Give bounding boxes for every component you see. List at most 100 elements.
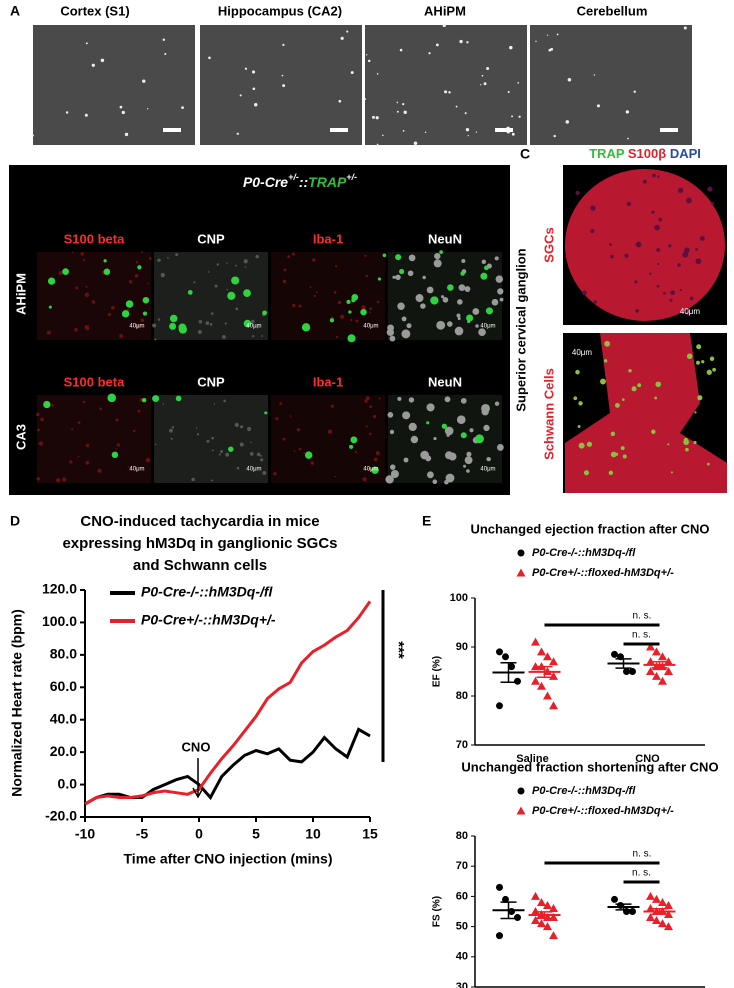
cell [444,90,448,94]
cell [480,272,488,280]
cell [316,291,318,294]
scale-bar [495,128,513,132]
cell [289,415,292,417]
cell [135,324,141,329]
cell [283,268,287,272]
cell [454,326,464,336]
cell [407,270,414,277]
cell [250,441,252,444]
micrograph [37,395,151,483]
cell [103,259,107,263]
cell [382,253,387,258]
point [496,648,503,656]
cell [535,40,537,43]
cell [330,404,335,408]
cell [656,248,661,252]
cell [600,378,606,385]
cell [481,74,484,77]
cell [72,251,74,254]
point [549,657,558,666]
legend-marker [516,806,526,815]
cell [442,297,449,303]
cell [223,399,226,403]
cell [71,428,74,431]
scale-label: 40μm [129,467,144,473]
column-label: Iba-1 [313,374,343,389]
cell [430,296,439,305]
cell [377,277,382,281]
cell [254,103,258,107]
cell [426,286,434,294]
cell [446,433,450,437]
cell [464,286,471,292]
cell [422,275,426,280]
cell [651,210,655,214]
cell [85,460,90,465]
point [646,913,655,922]
cell [169,322,177,330]
cell [642,179,647,184]
cell [208,56,211,60]
cell [162,38,166,41]
cell [293,450,296,453]
x-tick-label: 0 [195,826,203,842]
cell [590,205,596,211]
cell [303,452,306,455]
cell [36,412,40,417]
cell [378,397,381,400]
scale-bar [330,128,348,132]
chart-title: CNO-induced tachycardia in mice [80,513,319,530]
cell [119,334,124,338]
point [543,900,552,909]
scale-label: 40μm [363,324,378,330]
cell [279,402,283,405]
cell [441,295,445,299]
cell [196,433,200,436]
cell [424,131,427,134]
cell [364,399,368,403]
cell [157,258,161,262]
x-axis-label: Time after CNO injection (mins) [124,851,333,867]
cell [487,457,491,461]
cell [84,292,90,298]
point [646,903,655,912]
cell [261,335,263,337]
cell [82,400,86,404]
column-label: CNP [197,231,225,246]
cell [235,264,237,267]
micrograph [154,395,268,483]
cell [481,259,487,265]
error-bar [615,903,632,911]
cell [84,113,88,117]
cell [578,442,585,449]
cell [275,417,279,421]
cell [609,243,612,246]
cell [615,402,620,408]
cell [228,446,234,452]
cell [697,395,703,401]
cell [567,77,572,82]
cell [350,71,354,75]
cell [712,367,717,372]
cell [236,466,240,470]
chart-title: expressing hM3Dq in ganglionic SGCs [62,535,337,552]
cell [181,106,184,109]
cell [160,272,165,278]
error-bar [651,907,668,916]
micrograph [271,395,385,483]
cell [191,477,195,482]
cell [100,58,105,63]
cell [445,473,455,483]
cell [656,284,660,288]
image-title: Hippocampus (CA2) [218,3,342,18]
scale-label: 40μm [246,324,261,330]
cell [85,285,88,288]
cell [310,461,315,465]
cell [444,426,454,436]
legend-marker [517,787,525,795]
cell [145,457,151,463]
cell [243,259,248,264]
cell [244,67,248,70]
cell [548,48,552,52]
y-tick-label: 80.0 [50,646,77,662]
